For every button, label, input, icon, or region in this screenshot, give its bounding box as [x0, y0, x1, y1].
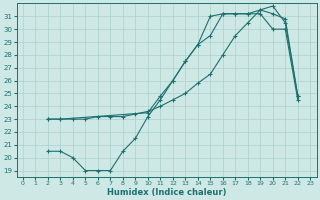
- X-axis label: Humidex (Indice chaleur): Humidex (Indice chaleur): [107, 188, 226, 197]
